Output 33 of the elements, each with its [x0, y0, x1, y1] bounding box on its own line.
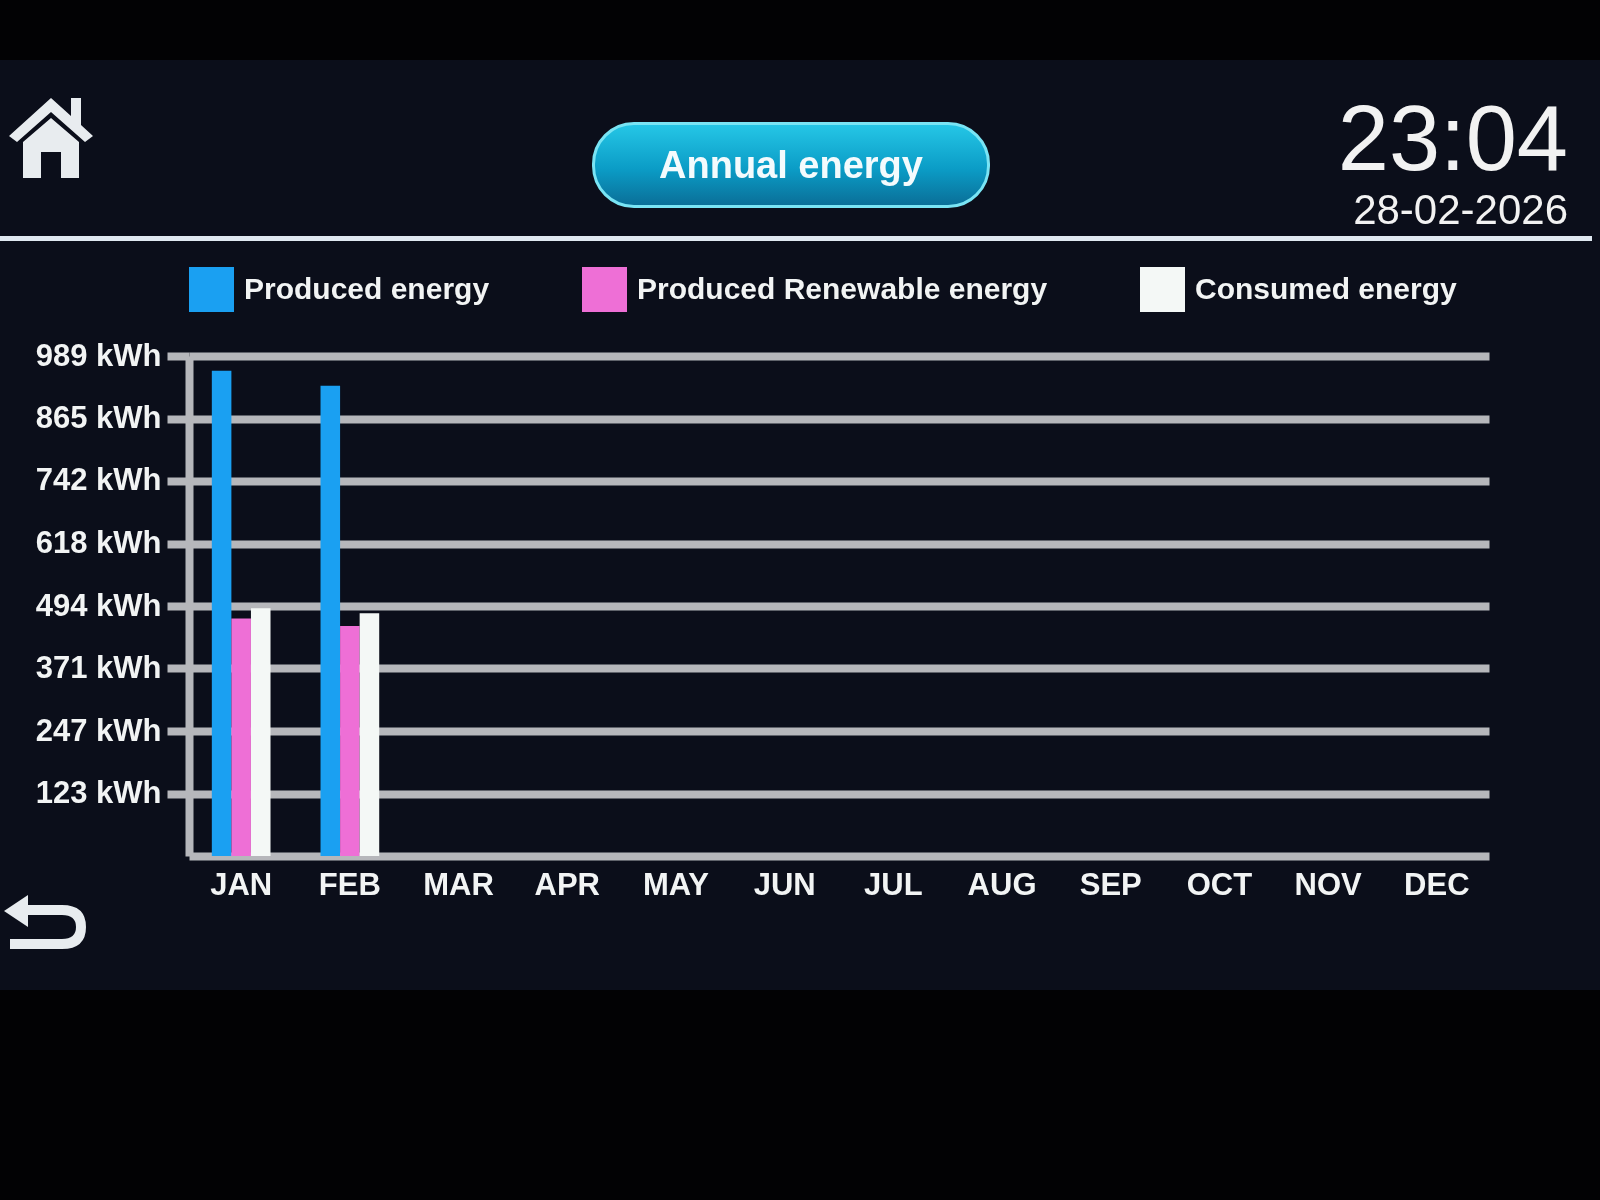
- x-tick-label: SEP: [1079, 866, 1142, 902]
- bar: [320, 385, 341, 856]
- title-button: Annual energy: [592, 122, 990, 208]
- y-tick-label: 742 kWh: [35, 462, 162, 498]
- bar: [359, 613, 380, 856]
- x-tick-label: AUG: [967, 866, 1037, 902]
- x-tick-label: FEB: [318, 866, 381, 902]
- legend-label: Produced Renewable energy: [637, 271, 1048, 305]
- x-tick-label: MAY: [642, 866, 710, 902]
- bar: [340, 625, 360, 856]
- x-tick-label: JUL: [864, 866, 923, 902]
- text: 23:04: [1337, 87, 1568, 189]
- x-tick-label: DEC: [1404, 866, 1470, 902]
- bar: [211, 370, 232, 856]
- y-tick-label: 371 kWh: [35, 649, 162, 685]
- y-tick-label: 865 kWh: [35, 400, 162, 436]
- x-tick-label: JAN: [210, 866, 273, 902]
- y-tick-label: 247 kWh: [35, 712, 162, 748]
- x-tick-label: APR: [534, 866, 600, 902]
- chart-title: Annual energy: [659, 143, 923, 187]
- y-tick-label: 123 kWh: [35, 775, 162, 811]
- legend-label: Consumed energy: [1195, 271, 1458, 305]
- x-tick-label: JUN: [753, 866, 816, 902]
- y-tick-label: 618 kWh: [35, 525, 162, 561]
- x-tick-label: MAR: [423, 866, 494, 902]
- y-tick-label: 494 kWh: [35, 587, 162, 623]
- bar: [231, 618, 251, 856]
- y-tick-label: 989 kWh: [35, 337, 162, 373]
- text: 28-02-2026: [1353, 186, 1568, 233]
- x-tick-label: OCT: [1186, 866, 1253, 902]
- x-tick-label: NOV: [1294, 866, 1363, 902]
- bar: [250, 608, 271, 856]
- legend-label: Produced energy: [244, 271, 490, 305]
